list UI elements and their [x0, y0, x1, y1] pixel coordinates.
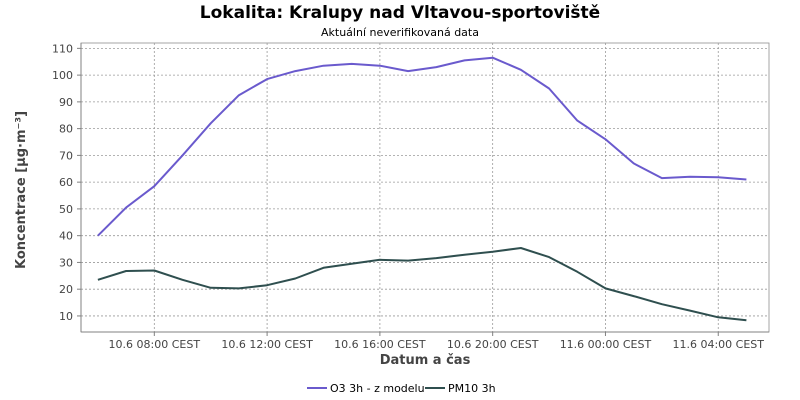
y-tick-label: 100 — [52, 69, 73, 82]
y-tick-label: 30 — [59, 256, 73, 269]
tick-labels: 10 20 30 40 50 60 70 80 90 100 110 10.6 08:00 CEST 1… — [52, 42, 764, 351]
x-tick-label: 11.6 00:00 CEST — [560, 338, 652, 351]
legend-label-1: O3 3h - z modelu — [330, 382, 425, 395]
series — [97, 56, 747, 322]
plot-area — [80, 42, 770, 333]
axes — [77, 43, 769, 336]
grid — [81, 43, 769, 332]
x-tick-label: 10.6 20:00 CEST — [447, 338, 539, 351]
series-line-1 — [97, 56, 747, 237]
y-tick-label: 90 — [59, 96, 73, 109]
x-tick-label: 11.6 04:00 CEST — [672, 338, 764, 351]
series-line-2 — [97, 247, 747, 322]
x-tick-label: 10.6 16:00 CEST — [334, 338, 426, 351]
chart-title: Lokalita: Kralupy nad Vltavou-sportovišt… — [200, 3, 600, 23]
y-tick-label: 80 — [59, 123, 73, 136]
y-tick-label: 10 — [59, 310, 73, 323]
x-tick-label: 10.6 12:00 CEST — [221, 338, 313, 351]
legend: O3 3h - z modelu PM10 3h — [307, 382, 496, 395]
chart-subtitle: Aktuální neverifikovaná data — [321, 26, 479, 39]
y-tick-label: 60 — [59, 176, 73, 189]
y-tick-label: 40 — [59, 230, 73, 243]
y-tick-label: 70 — [59, 149, 73, 162]
x-axis-label: Datum a čas — [380, 353, 471, 368]
y-tick-label: 110 — [52, 42, 73, 55]
legend-label-2: PM10 3h — [448, 382, 496, 395]
y-axis-label: Koncentrace [µg·m⁻³] — [14, 111, 29, 269]
x-tick-label: 10.6 08:00 CEST — [109, 338, 201, 351]
y-tick-label: 50 — [59, 203, 73, 216]
y-tick-label: 20 — [59, 283, 73, 296]
